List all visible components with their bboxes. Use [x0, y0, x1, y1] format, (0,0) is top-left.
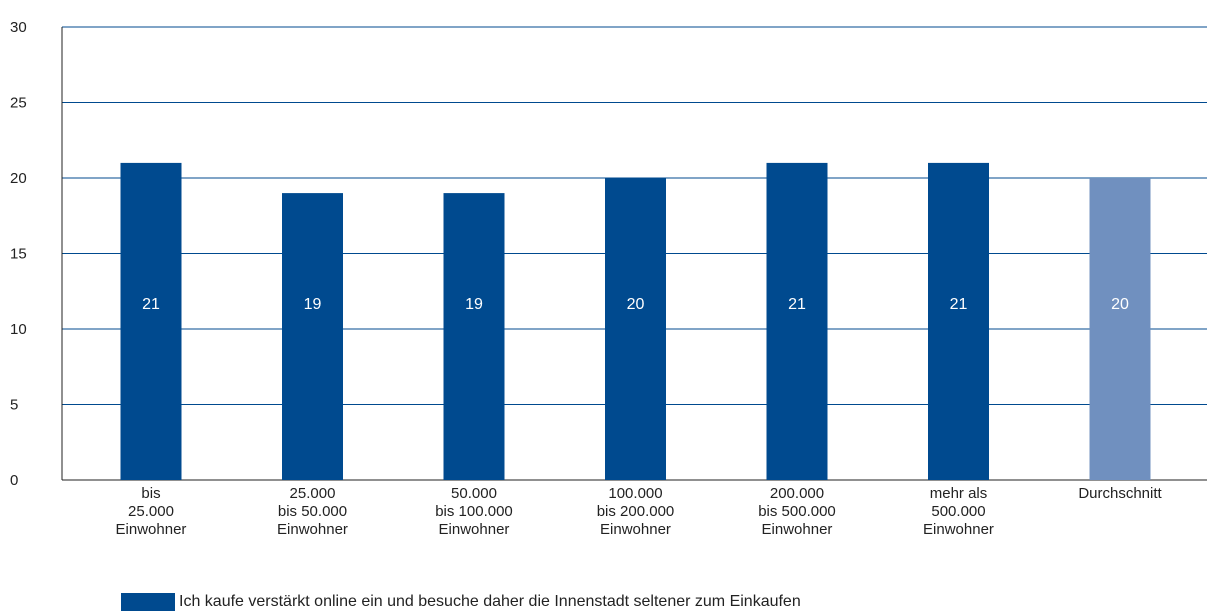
bar-chart: 0 5 10 15 20 25 30 21 bis 25.000 Einwohner 19 25.000…	[10, 19, 1207, 538]
data-label: 20	[1111, 296, 1129, 313]
x-category-label: Durchschnitt	[1078, 485, 1162, 502]
y-tick-label: 20	[10, 170, 27, 187]
bar	[120, 162, 182, 480]
y-tick-label: 30	[10, 19, 27, 36]
y-tick-label: 5	[10, 397, 18, 414]
bar	[766, 162, 828, 480]
bar	[1089, 178, 1151, 480]
data-label: 19	[465, 296, 483, 313]
data-label: 21	[788, 296, 806, 313]
data-label: 19	[304, 296, 322, 313]
x-category-label: bis 25.000 Einwohner	[116, 485, 187, 538]
y-tick-label: 10	[10, 321, 27, 338]
legend: Ich kaufe verstärkt online ein und besuc…	[121, 593, 801, 611]
x-category-label: mehr als 500.000 Einwohner	[923, 485, 994, 538]
legend-label: Ich kaufe verstärkt online ein und besuc…	[179, 593, 801, 610]
bar	[605, 178, 666, 480]
legend-swatch	[121, 593, 175, 611]
data-label: 21	[142, 296, 160, 313]
bar	[928, 162, 989, 480]
y-tick-label: 0	[10, 472, 18, 489]
data-label: 20	[627, 296, 645, 313]
bar	[443, 193, 505, 480]
x-category-label: 100.000 bis 200.000 Einwohner	[597, 485, 675, 538]
y-tick-label: 15	[10, 246, 27, 263]
x-category-label: 25.000 bis 50.000 Einwohner	[277, 485, 348, 538]
x-category-label: 200.000 bis 500.000 Einwohner	[758, 485, 836, 538]
x-category-label: 50.000 bis 100.000 Einwohner	[435, 485, 513, 538]
y-tick-label: 25	[10, 95, 27, 112]
data-label: 21	[950, 296, 968, 313]
bar	[282, 193, 343, 480]
